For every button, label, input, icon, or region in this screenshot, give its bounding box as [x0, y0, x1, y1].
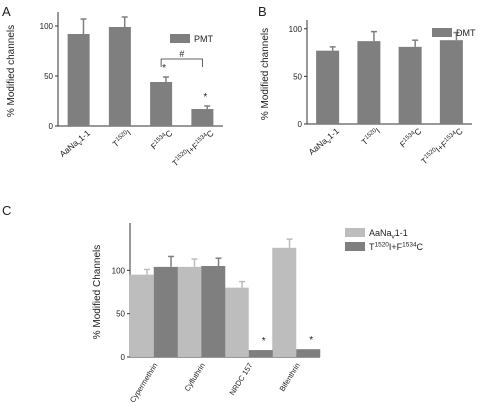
bar-3-1: [296, 349, 321, 357]
bar-2-0: [398, 46, 422, 124]
x-tick-label: F1534​C: [149, 128, 175, 152]
bar-0-1: [153, 266, 178, 357]
y-axis-title: % Modified channels: [6, 25, 17, 117]
y-axis-title: % Modified Channels: [92, 245, 103, 340]
y-tick-label: 50: [44, 72, 53, 81]
x-tick-label: Cypermethrin: [128, 361, 159, 404]
legend-swatch-0: [345, 228, 365, 237]
legend-label-0: AaNav​1-1: [369, 228, 408, 241]
y-tick-label: 100: [289, 25, 303, 34]
bar-2-1: [248, 350, 273, 357]
x-tick-label: T1520​I: [359, 126, 382, 148]
y-tick-label: 100: [40, 22, 54, 31]
chart-panel-c: 0 50 100 % Modified Channels Cypermethrin Cyf…: [92, 223, 424, 404]
bar-0-0: [67, 34, 90, 126]
bar-1-0: [177, 266, 202, 357]
x-tick-label: F1534​C: [398, 126, 424, 150]
y-tick-label: 50: [293, 72, 302, 81]
bar-1-1: [201, 266, 226, 357]
legend-label-0: PMT: [194, 34, 214, 44]
bar-3-0: [439, 40, 463, 124]
bar-0-0: [316, 50, 340, 124]
legend-swatch-1: [345, 242, 365, 251]
bar-2-0: [150, 82, 173, 126]
bar-1-0: [108, 27, 131, 126]
y-tick-label: 0: [298, 120, 303, 129]
y-tick-label: 50: [116, 310, 125, 319]
y-tick-label: 100: [112, 266, 126, 275]
significance-bracket: [160, 58, 203, 67]
significance-star: *: [262, 336, 266, 347]
significance-star: *: [203, 92, 207, 103]
x-tick-label: AaNav​1-1: [57, 128, 93, 161]
legend-label-1: T1520​I+F1534​C: [369, 241, 424, 252]
panel-label-a: A: [2, 4, 11, 19]
significance-star: *: [309, 335, 313, 346]
panel-label-b: B: [258, 4, 267, 19]
y-axis-title: % Modified channels: [260, 28, 271, 120]
bar-0-0: [129, 274, 154, 357]
bar-3-0: [191, 109, 214, 126]
x-tick-label: T1520​I: [110, 128, 133, 150]
bar-1-0: [357, 41, 381, 125]
significance-star: *: [162, 63, 166, 74]
legend-label-0: DMT: [456, 28, 476, 38]
x-tick-label: T1520​I+F1534​C: [170, 128, 216, 169]
legend-swatch-0: [432, 28, 452, 37]
x-tick-label: AaNav​1-1: [306, 126, 342, 159]
y-tick-label: 0: [49, 122, 54, 131]
x-tick-label: NRDC 157: [228, 361, 255, 397]
legend-swatch-0: [170, 34, 190, 43]
chart-panel-b: 0 50 100 % Modified channels AaNav​1-1 T1520​…: [260, 20, 476, 166]
x-tick-label: T1520​I+F1534​C: [419, 126, 465, 167]
panel-label-c: C: [2, 203, 11, 218]
chart-panel-a: 0 50 100 % Modified channels AaNav​1-1 T1520​…: [6, 12, 223, 168]
bar-3-0: [272, 247, 297, 357]
x-tick-label: Bifenthrin: [278, 361, 302, 393]
bar-2-0: [224, 287, 249, 357]
x-tick-label: Cyfluthrin: [183, 361, 207, 393]
bracket-annotation: #: [179, 49, 184, 59]
y-tick-label: 0: [121, 353, 126, 362]
